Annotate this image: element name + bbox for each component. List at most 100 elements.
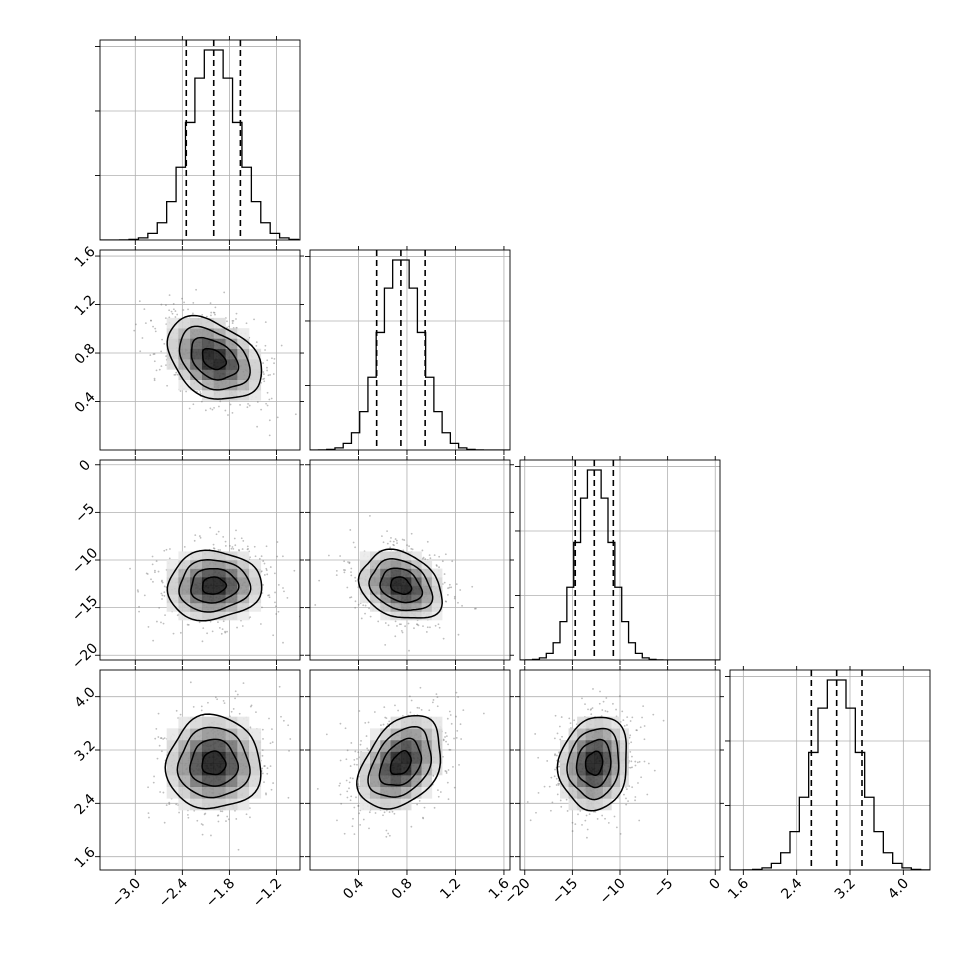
scatter-point-2-0-338 bbox=[147, 626, 150, 628]
scatter-point-1-0-450 bbox=[209, 302, 212, 304]
panel-2-0: −20−15−10−50 bbox=[69, 456, 331, 673]
scatter-point-3-1-375 bbox=[457, 696, 460, 698]
scatter-point-3-1-424 bbox=[455, 691, 458, 694]
scatter-point-3-2-356 bbox=[647, 762, 650, 765]
density-cell-3-2-6-7 bbox=[594, 740, 604, 752]
scatter-point-2-0-170 bbox=[241, 548, 244, 550]
scatter-point-3-2-385 bbox=[626, 724, 628, 726]
scatter-point-1-0-349 bbox=[181, 297, 183, 300]
scatter-point-3-0-258 bbox=[225, 820, 227, 822]
contour-1-0-1 bbox=[190, 336, 240, 381]
density-cell-3-1-8-9 bbox=[421, 716, 433, 729]
scatter-point-2-1-597 bbox=[354, 600, 357, 603]
density-cell-3-2-7-9 bbox=[602, 716, 612, 729]
scatter-point-2-0-599 bbox=[158, 607, 161, 609]
scatter-point-1-0-593 bbox=[245, 322, 248, 325]
scatter-point-1-0-628 bbox=[235, 312, 238, 315]
scatter-point-3-1-19 bbox=[383, 811, 386, 814]
scatter-point-1-0-489 bbox=[262, 378, 265, 380]
density-cell-3-2-8-6 bbox=[611, 751, 621, 764]
scatter-point-3-1-421 bbox=[445, 740, 447, 743]
scatter-point-3-2-112 bbox=[569, 722, 572, 724]
density-cell-2-0-2-7 bbox=[166, 568, 179, 578]
scatter-point-1-0-574 bbox=[153, 377, 156, 380]
density-cell-1-0-5-3 bbox=[201, 379, 215, 391]
density-cell-3-2-8-8 bbox=[611, 728, 621, 741]
scatter-point-2-0-157 bbox=[222, 535, 225, 538]
density-cell-2-0-4-6 bbox=[190, 577, 203, 587]
scatter-point-2-1-253 bbox=[425, 631, 428, 633]
scatter-point-2-0-384 bbox=[260, 555, 263, 558]
scatter-point-3-2-222 bbox=[592, 688, 594, 690]
scatter-point-1-0-655 bbox=[168, 309, 171, 312]
panel-0-0 bbox=[95, 36, 301, 245]
scatter-point-2-1-454 bbox=[422, 625, 424, 628]
density-cell-1-0-8-5 bbox=[237, 359, 250, 370]
scatter-point-3-1-205 bbox=[423, 806, 426, 809]
scatter-point-2-1-626 bbox=[354, 546, 357, 549]
scatter-point-1-0-387 bbox=[213, 406, 215, 409]
scatter-point-3-1-470 bbox=[432, 699, 435, 701]
contour-1-0-3 bbox=[166, 314, 263, 400]
density-cell-3-0-5-3 bbox=[201, 786, 215, 799]
scatter-point-2-0-394 bbox=[234, 544, 237, 547]
density-cell-2-0-8-7 bbox=[237, 568, 250, 578]
scatter-point-2-1-158 bbox=[350, 571, 352, 574]
scatter-point-1-0-683 bbox=[205, 315, 208, 318]
scatter-point-3-0-683 bbox=[156, 757, 159, 760]
scatter-point-3-1-439 bbox=[345, 758, 348, 761]
density-cell-2-0-7-3 bbox=[225, 602, 238, 612]
scatter-point-2-1-645 bbox=[394, 620, 397, 623]
scatter-point-3-1-655 bbox=[385, 829, 388, 832]
density-cell-3-2-3-6 bbox=[568, 751, 578, 764]
density-cell-3-0-2-4 bbox=[166, 775, 179, 787]
density-cell-2-1-2-6 bbox=[359, 577, 371, 587]
scatter-point-3-0-624 bbox=[179, 713, 182, 716]
density-cell-3-0-5-7 bbox=[201, 740, 215, 752]
contour-3-2-0 bbox=[584, 750, 604, 776]
density-cell-2-0-4-5 bbox=[190, 585, 203, 595]
scatter-point-1-0-63 bbox=[253, 318, 255, 321]
scatter-point-3-0-571 bbox=[263, 765, 266, 767]
density-cell-2-0-5-6 bbox=[201, 577, 215, 587]
scatter-point-3-1-104 bbox=[437, 795, 440, 798]
scatter-point-3-1-667 bbox=[450, 722, 453, 725]
scatter-point-1-0-296 bbox=[183, 301, 185, 304]
scatter-point-2-0-507 bbox=[224, 540, 227, 543]
xtick-label-2-2: −10 bbox=[597, 876, 629, 908]
scatter-point-1-0-546 bbox=[187, 308, 189, 311]
scatter-point-2-1-299 bbox=[429, 626, 431, 629]
density-cell-1-0-4-9 bbox=[190, 317, 203, 329]
scatter-point-2-0-30 bbox=[199, 536, 202, 539]
scatter-point-3-2-322 bbox=[558, 725, 561, 728]
ytick-label-2-1: −15 bbox=[69, 593, 101, 625]
scatter-point-3-2-20 bbox=[550, 776, 553, 779]
scatter-point-2-0-149 bbox=[209, 620, 212, 623]
scatter-point-3-2-470 bbox=[623, 724, 626, 727]
scatter-point-1-0-477 bbox=[226, 320, 228, 323]
scatter-point-3-1-467 bbox=[386, 723, 389, 725]
scatter-point-3-2-419 bbox=[526, 801, 529, 803]
scatter-point-3-2-626 bbox=[601, 814, 604, 817]
scatter-point-2-0-478 bbox=[329, 599, 331, 601]
density-cell-2-1-2-8 bbox=[359, 560, 371, 569]
scatter-point-3-1-356 bbox=[420, 708, 423, 711]
scatter-point-2-0-314 bbox=[246, 548, 249, 551]
scatter-point-2-0-228 bbox=[274, 601, 276, 604]
scatter-point-1-0-679 bbox=[219, 400, 222, 403]
scatter-point-2-0-495 bbox=[152, 639, 155, 642]
scatter-point-1-0-103 bbox=[223, 291, 226, 294]
scatter-point-1-0-438 bbox=[229, 403, 232, 406]
scatter-point-2-0-600 bbox=[282, 587, 284, 589]
density-cell-3-1-7-4 bbox=[411, 775, 422, 787]
panel-frame-3-1 bbox=[309, 669, 511, 871]
density-cell-2-0-6-7 bbox=[213, 568, 226, 578]
scatter-point-3-1-450 bbox=[349, 765, 352, 767]
density-cell-1-0-8-6 bbox=[237, 348, 250, 360]
scatter-point-2-1-329 bbox=[410, 532, 413, 535]
xtick-label-0-1: −2.4 bbox=[156, 875, 191, 910]
scatter-point-2-0-46 bbox=[272, 634, 275, 637]
contour-3-2-3 bbox=[556, 716, 627, 812]
density-cell-1-0-5-5 bbox=[201, 359, 215, 370]
scatter-point-3-0-521 bbox=[235, 818, 238, 820]
